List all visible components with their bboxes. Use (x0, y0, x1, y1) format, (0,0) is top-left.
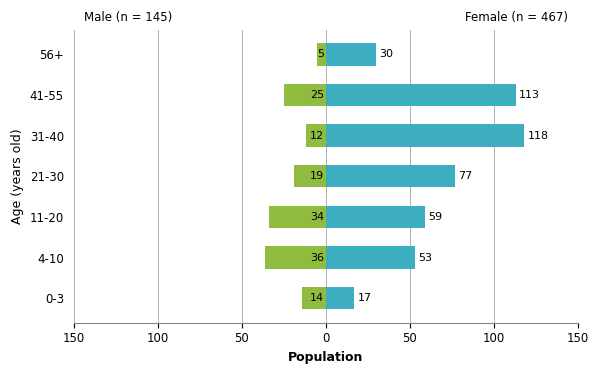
Text: 12: 12 (310, 130, 324, 141)
Text: Female (n = 467): Female (n = 467) (464, 11, 568, 24)
Text: Male (n = 145): Male (n = 145) (84, 11, 172, 24)
Bar (326, 206, 425, 228)
Text: 17: 17 (358, 293, 372, 303)
Bar (326, 246, 415, 268)
Text: 25: 25 (310, 90, 324, 100)
Bar (265, 246, 326, 268)
Text: 77: 77 (458, 171, 473, 181)
Text: 36: 36 (310, 252, 324, 262)
Bar (305, 124, 326, 147)
Text: 59: 59 (428, 212, 442, 222)
Bar (326, 43, 376, 66)
Text: 34: 34 (310, 212, 324, 222)
Text: 14: 14 (310, 293, 324, 303)
Bar (326, 165, 455, 188)
Bar (317, 43, 326, 66)
Bar (302, 287, 326, 309)
Text: 113: 113 (519, 90, 540, 100)
Text: 5: 5 (317, 50, 324, 59)
Text: 30: 30 (379, 50, 394, 59)
Bar (326, 124, 524, 147)
Y-axis label: Age (years old): Age (years old) (11, 128, 24, 224)
Bar (326, 287, 354, 309)
X-axis label: Population: Population (288, 351, 364, 364)
Bar (284, 84, 326, 106)
Text: 53: 53 (418, 252, 432, 262)
Text: 118: 118 (527, 130, 548, 141)
Bar (269, 206, 326, 228)
Bar (326, 84, 515, 106)
Bar (294, 165, 326, 188)
Text: 19: 19 (310, 171, 324, 181)
